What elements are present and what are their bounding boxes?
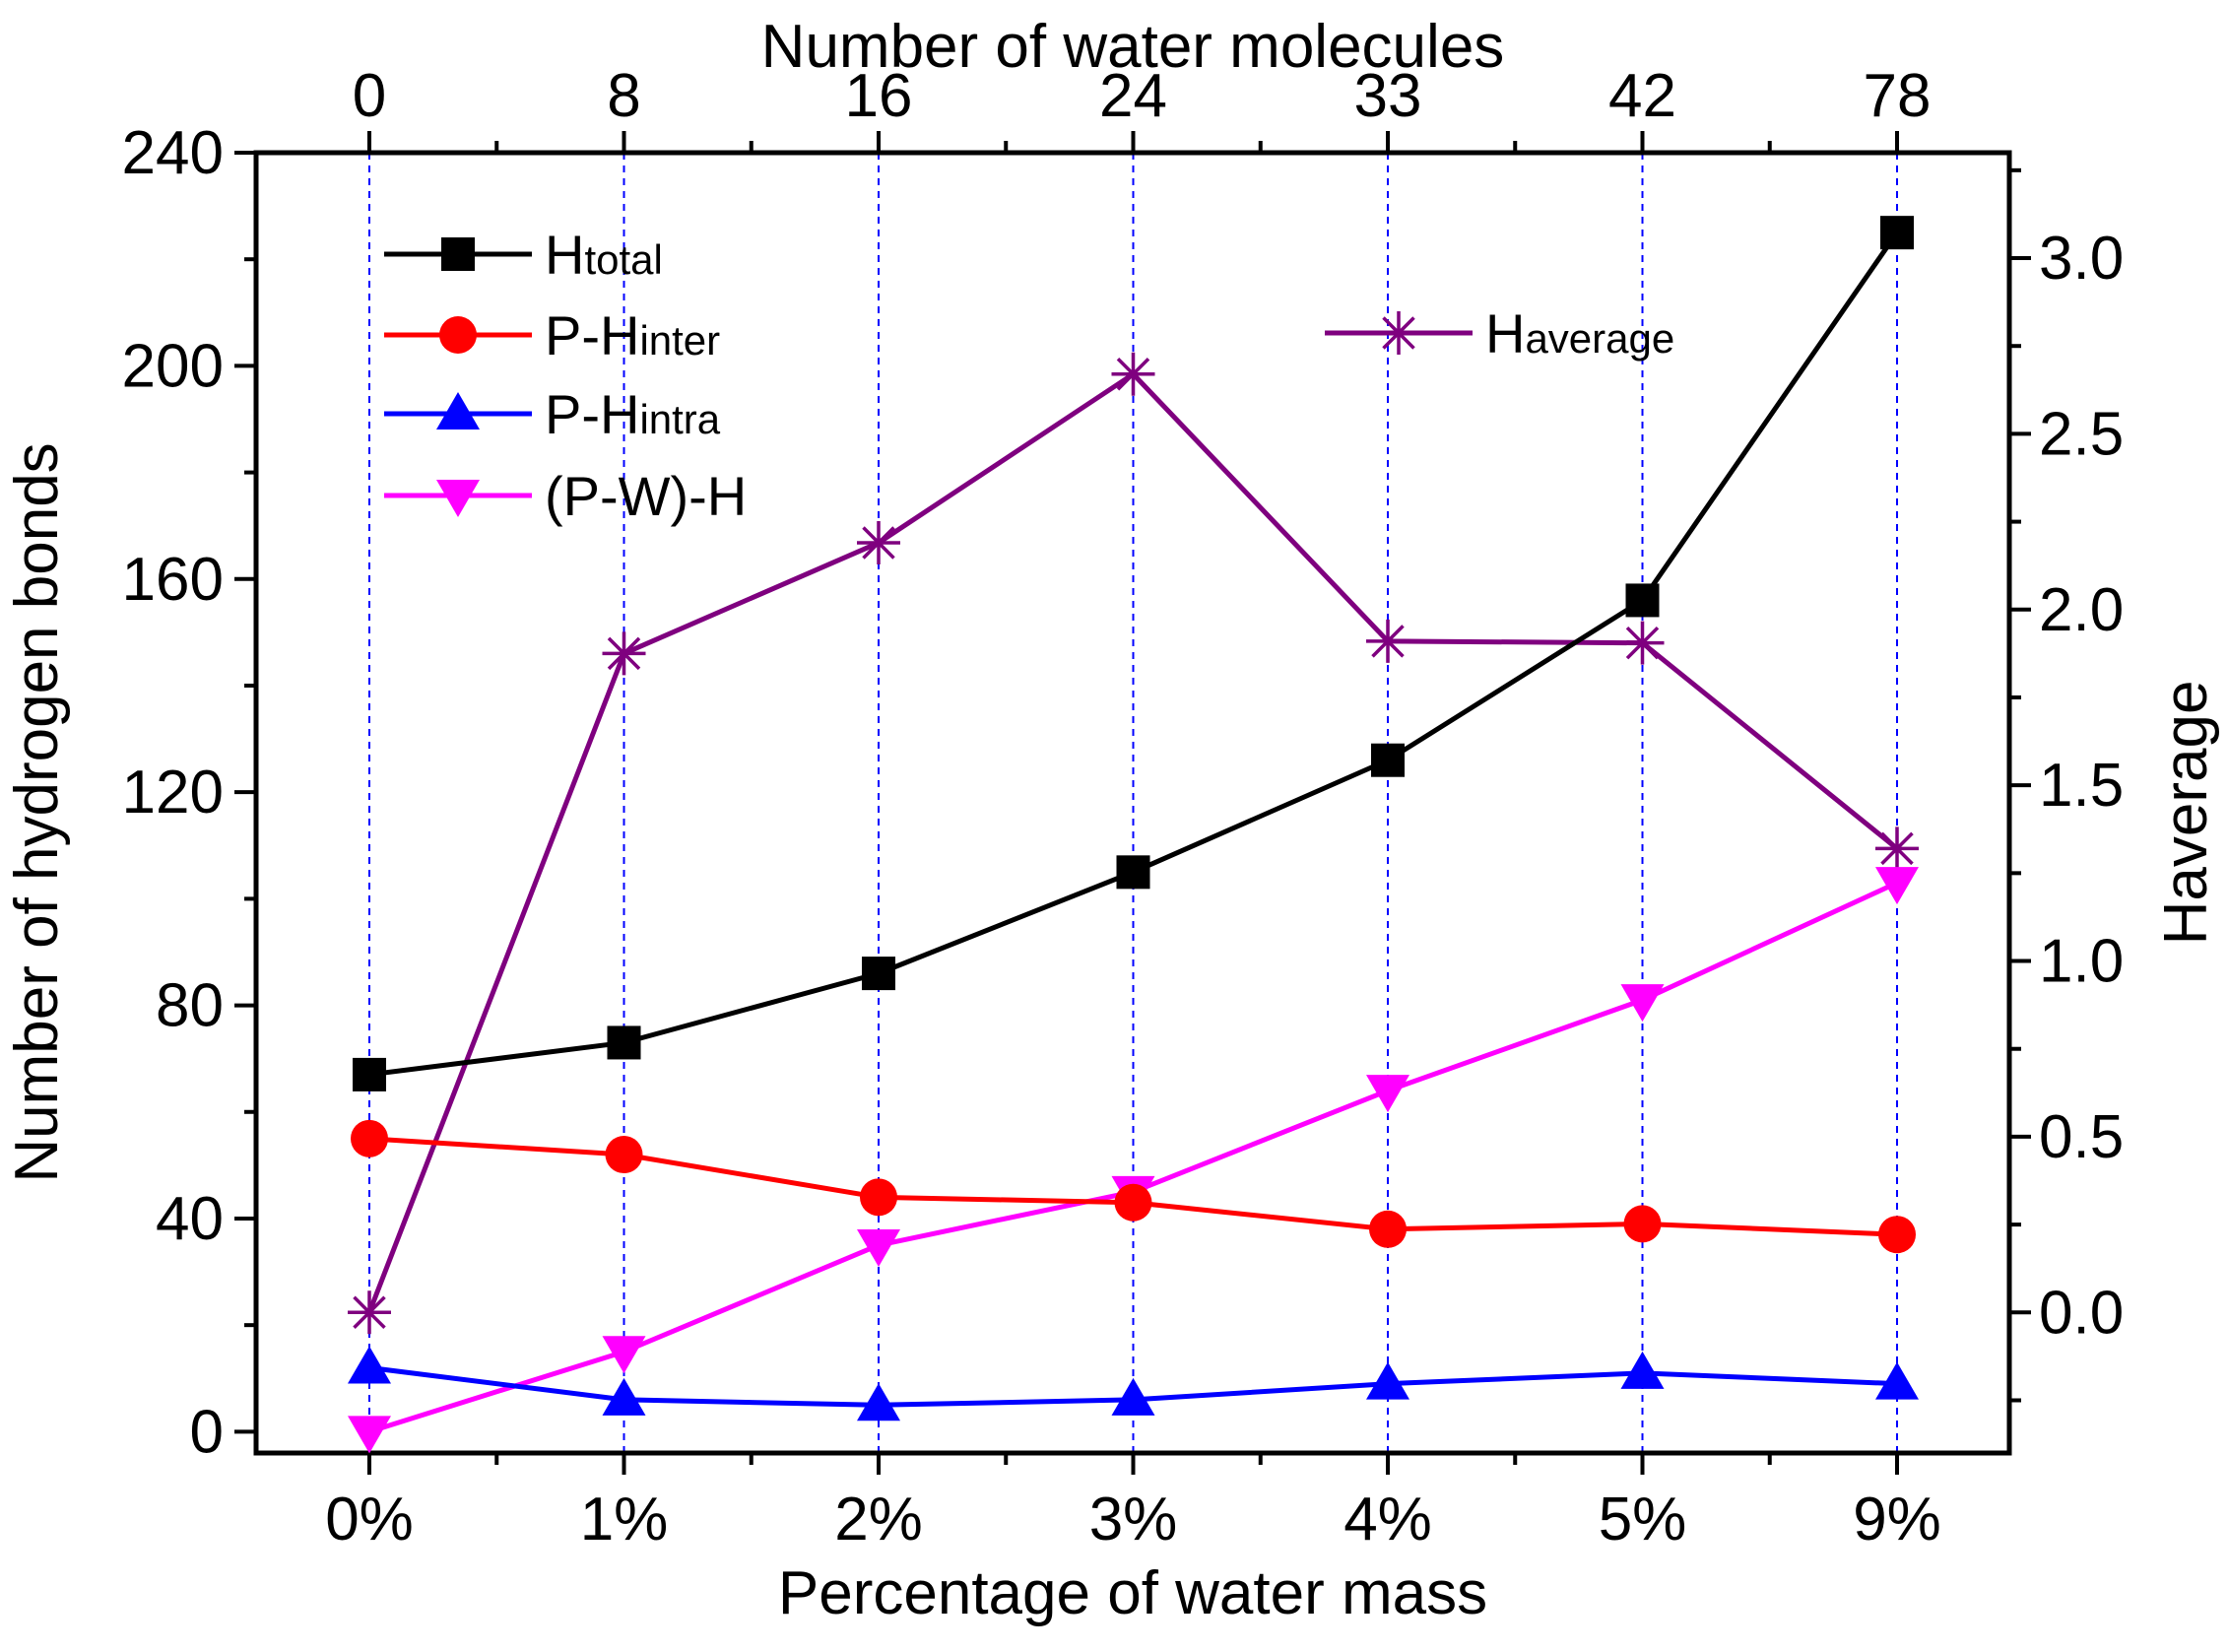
- data-point: Htotal: 225: [1880, 216, 1914, 250]
- data-point: P-Hinter: 38: [1369, 1210, 1407, 1248]
- x-tick-label: 9%: [1853, 1486, 1941, 1553]
- data-point: Htotal: 67: [353, 1057, 386, 1091]
- data-point: Haverage: 1.905: [1620, 621, 1665, 665]
- legend-marker: [436, 480, 480, 517]
- legend-label: P-Hinter: [545, 304, 720, 366]
- data-point: P-Hintra: 12: [348, 1346, 391, 1384]
- data-point: P-Hinter: 43: [1114, 1183, 1152, 1222]
- y-tick-label: 160: [122, 546, 224, 614]
- y-tick-label: 240: [122, 119, 224, 187]
- x2-tick-label: 78: [1864, 62, 1932, 130]
- series-Haverage: Haverage: 0 Haverage: 1.875 Haverage: 2.19…: [348, 352, 1919, 1335]
- x-tick-label: 5%: [1599, 1486, 1687, 1553]
- legend-label: P-Hintra: [545, 383, 721, 445]
- x2-tick-label: 0: [353, 62, 386, 130]
- data-point: Haverage: 1.91: [1366, 619, 1409, 663]
- data-point: Htotal: 126: [1371, 743, 1405, 777]
- series-Htotal: Htotal: 67 Htotal: 73 Htotal: 86 Htotal: 10…: [353, 216, 1914, 1091]
- legend-marker: [1377, 311, 1420, 355]
- data-point: (P-W)-H: 81: [1620, 984, 1665, 1023]
- y2-tick-label: 1.5: [2039, 752, 2124, 820]
- series-P-Hintra: P-Hintra: 12 P-Hintra: 6 P-Hintra: 5 P-Hint…: [348, 1346, 1919, 1421]
- legend-marker: [439, 316, 477, 354]
- data-point: P-Hinter: 55: [351, 1119, 388, 1157]
- data-point: (P-W)-H: 35: [857, 1229, 900, 1268]
- data-point: (P-W)-H: 15: [602, 1336, 646, 1374]
- x-tick-label: 1%: [580, 1486, 669, 1553]
- data-point: Haverage: 1.32: [1875, 826, 1919, 871]
- data-point: P-Hinter: 44: [860, 1178, 897, 1217]
- y2-tick-label: 0.0: [2039, 1279, 2124, 1347]
- data-point: Htotal: 105: [1116, 855, 1150, 890]
- data-point: Haverage: 2.19: [857, 521, 900, 564]
- data-point: Htotal: 86: [862, 957, 895, 991]
- y-tick-label: 200: [122, 332, 224, 400]
- y2-tick-label: 1.0: [2039, 928, 2124, 996]
- legend-item: Htotal: [384, 224, 663, 286]
- data-point: (P-W)-H: 103: [1875, 867, 1919, 905]
- series-P-Hinter: P-Hinter: 55 P-Hinter: 52 P-Hinter: 44 P-Hi…: [351, 1119, 1916, 1254]
- y2-tick-label: 3.0: [2039, 225, 2124, 293]
- legend: Htotal P-Hinter P-Hintra (P-W)-H Haverage: [384, 224, 1674, 527]
- data-point: P-Hintra: 11: [1620, 1351, 1665, 1389]
- data-point: P-Hintra: 6: [1111, 1377, 1155, 1416]
- data-point: (P-W)-H: 64: [1366, 1075, 1409, 1113]
- x2-tick-label: 33: [1354, 62, 1422, 130]
- legend-marker: [436, 392, 480, 430]
- data-point: Haverage: 0: [348, 1290, 391, 1335]
- x-tick-label: 0%: [325, 1486, 414, 1553]
- y2-tick-label: 2.0: [2039, 576, 2124, 644]
- y-tick-label: 0: [190, 1398, 224, 1466]
- x2-tick-label: 24: [1099, 62, 1167, 130]
- y2-tick-label: 0.5: [2039, 1103, 2124, 1171]
- y-tick-label: 40: [156, 1185, 224, 1253]
- data-point: P-Hinter: 39: [1623, 1205, 1662, 1243]
- y-tick-label: 120: [122, 759, 224, 826]
- data-point: (P-W)-H: 0: [348, 1416, 391, 1454]
- top-axis-title: Number of water molecules: [761, 13, 1505, 81]
- data-point: Htotal: 73: [607, 1025, 641, 1060]
- data-point: P-Hintra: 9: [1366, 1361, 1409, 1400]
- legend-label: Htotal: [545, 224, 663, 286]
- x-tick-label: 2%: [834, 1486, 923, 1553]
- y2-tick-label: 2.5: [2039, 400, 2124, 468]
- data-point: P-Hinter: 37: [1878, 1216, 1916, 1254]
- data-point: P-Hintra: 9: [1875, 1361, 1919, 1400]
- x-tick-label: 4%: [1343, 1486, 1432, 1553]
- legend-label: Haverage: [1485, 302, 1674, 364]
- x-tick-label: 3%: [1089, 1486, 1178, 1553]
- y-tick-label: 80: [156, 972, 224, 1040]
- data-point: P-Hinter: 52: [605, 1136, 643, 1174]
- legend-marker: [441, 237, 475, 271]
- data-point: Haverage: 2.67: [1111, 352, 1155, 396]
- axes: 0% 0 1% 8 2% 16 3% 24 4% 33 5% 42 9% 78 0 40 80 120 160 200…: [122, 62, 2125, 1553]
- x2-tick-label: 8: [607, 62, 640, 130]
- series-layer: Haverage: 0 Haverage: 1.875 Haverage: 2.19…: [348, 216, 1919, 1454]
- legend-item: Haverage: [1325, 302, 1674, 364]
- data-point: P-Hintra: 5: [857, 1383, 900, 1421]
- data-point: Htotal: 156: [1625, 583, 1660, 618]
- data-point: P-Hintra: 6: [602, 1377, 646, 1416]
- x2-tick-label: 42: [1608, 62, 1676, 130]
- legend-item: (P-W)-H: [384, 465, 747, 527]
- data-point: Haverage: 1.875: [602, 631, 646, 676]
- y-axis-title: Number of hydrogen bonds: [3, 442, 71, 1182]
- x-axis-title: Percentage of water mass: [778, 1559, 1487, 1627]
- legend-item: P-Hinter: [384, 304, 720, 366]
- x2-tick-label: 16: [845, 62, 913, 130]
- y2-axis-title: Haverage: [2152, 681, 2220, 946]
- legend-label: (P-W)-H: [545, 465, 747, 527]
- legend-item: P-Hintra: [384, 383, 721, 445]
